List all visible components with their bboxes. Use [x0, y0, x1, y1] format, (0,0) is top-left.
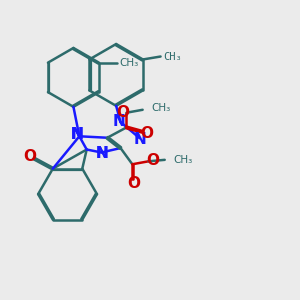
Text: N: N [133, 132, 146, 147]
Text: N: N [96, 146, 108, 161]
Text: CH₃: CH₃ [163, 52, 182, 61]
Text: O: O [146, 153, 159, 168]
Text: O: O [116, 105, 129, 120]
Text: N: N [70, 127, 83, 142]
Text: O: O [23, 149, 36, 164]
Text: CH₃: CH₃ [152, 103, 171, 113]
Text: N: N [96, 146, 108, 161]
Text: N: N [113, 114, 125, 129]
Text: N: N [70, 127, 83, 142]
Text: CH₃: CH₃ [174, 155, 193, 165]
Text: N: N [70, 127, 83, 142]
Text: O: O [140, 126, 153, 141]
Text: CH₃: CH₃ [119, 58, 138, 68]
Text: O: O [127, 176, 140, 191]
